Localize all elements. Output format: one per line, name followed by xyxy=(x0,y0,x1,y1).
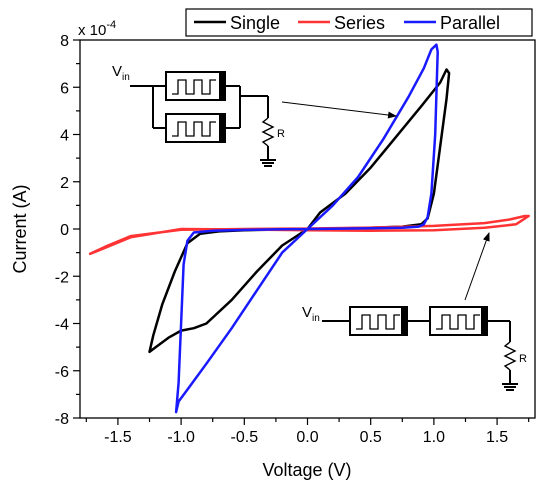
y-multiplier-label: x 10-4 xyxy=(78,19,116,39)
legend: Single Series Parallel xyxy=(185,8,533,37)
series-group xyxy=(88,43,530,414)
x-tick-label: 0.5 xyxy=(360,429,382,446)
y-tick-label: 2 xyxy=(60,175,69,192)
resistor-label-series: R xyxy=(519,353,527,365)
y-tick-label: 0 xyxy=(60,222,69,239)
y-tick-label: 6 xyxy=(60,80,69,97)
legend-box xyxy=(185,8,533,37)
x-tick-label: 0.0 xyxy=(296,429,318,446)
y-tick-label: 4 xyxy=(60,128,69,145)
y-tick-label: 8 xyxy=(60,33,69,50)
resistor-label-parallel: R xyxy=(277,128,285,140)
y-axis-ticks: -8 -6 -4 -2 0 2 4 6 8 xyxy=(55,33,80,428)
vin-label-parallel: Vin xyxy=(112,63,130,83)
y-tick-label: -4 xyxy=(55,317,69,334)
legend-label-series: Series xyxy=(334,13,385,33)
legend-label-single: Single xyxy=(230,13,280,33)
y-tick-label: -8 xyxy=(55,411,69,428)
series-line-parallel xyxy=(174,43,439,414)
series-line-series xyxy=(88,214,530,256)
x-tick-label: 1.0 xyxy=(423,429,445,446)
y-tick-label: -6 xyxy=(55,364,69,381)
arrow-to-series-curve xyxy=(464,232,490,301)
x-tick-label: -0.5 xyxy=(231,429,259,446)
memristor-parallel-bottom xyxy=(165,113,225,143)
y-tick-label: -2 xyxy=(55,269,69,286)
vin-label-series: Vin xyxy=(302,304,320,324)
x-axis-ticks: -1.5 -1.0 -0.5 0.0 0.5 1.0 1.5 xyxy=(85,418,530,446)
series-circuit-schematic: Vin R xyxy=(302,232,527,391)
x-tick-label: 1.5 xyxy=(486,429,508,446)
x-axis-label: Voltage (V) xyxy=(262,460,351,480)
y-axis-label: Current (A) xyxy=(10,184,30,273)
memristor-parallel-top xyxy=(165,71,225,101)
parallel-circuit-schematic: Vin R xyxy=(112,63,397,167)
x-tick-label: -1.0 xyxy=(167,429,195,446)
x-tick-label: -1.5 xyxy=(104,429,132,446)
arrow-to-parallel-curve xyxy=(281,101,397,119)
legend-label-parallel: Parallel xyxy=(440,13,500,33)
